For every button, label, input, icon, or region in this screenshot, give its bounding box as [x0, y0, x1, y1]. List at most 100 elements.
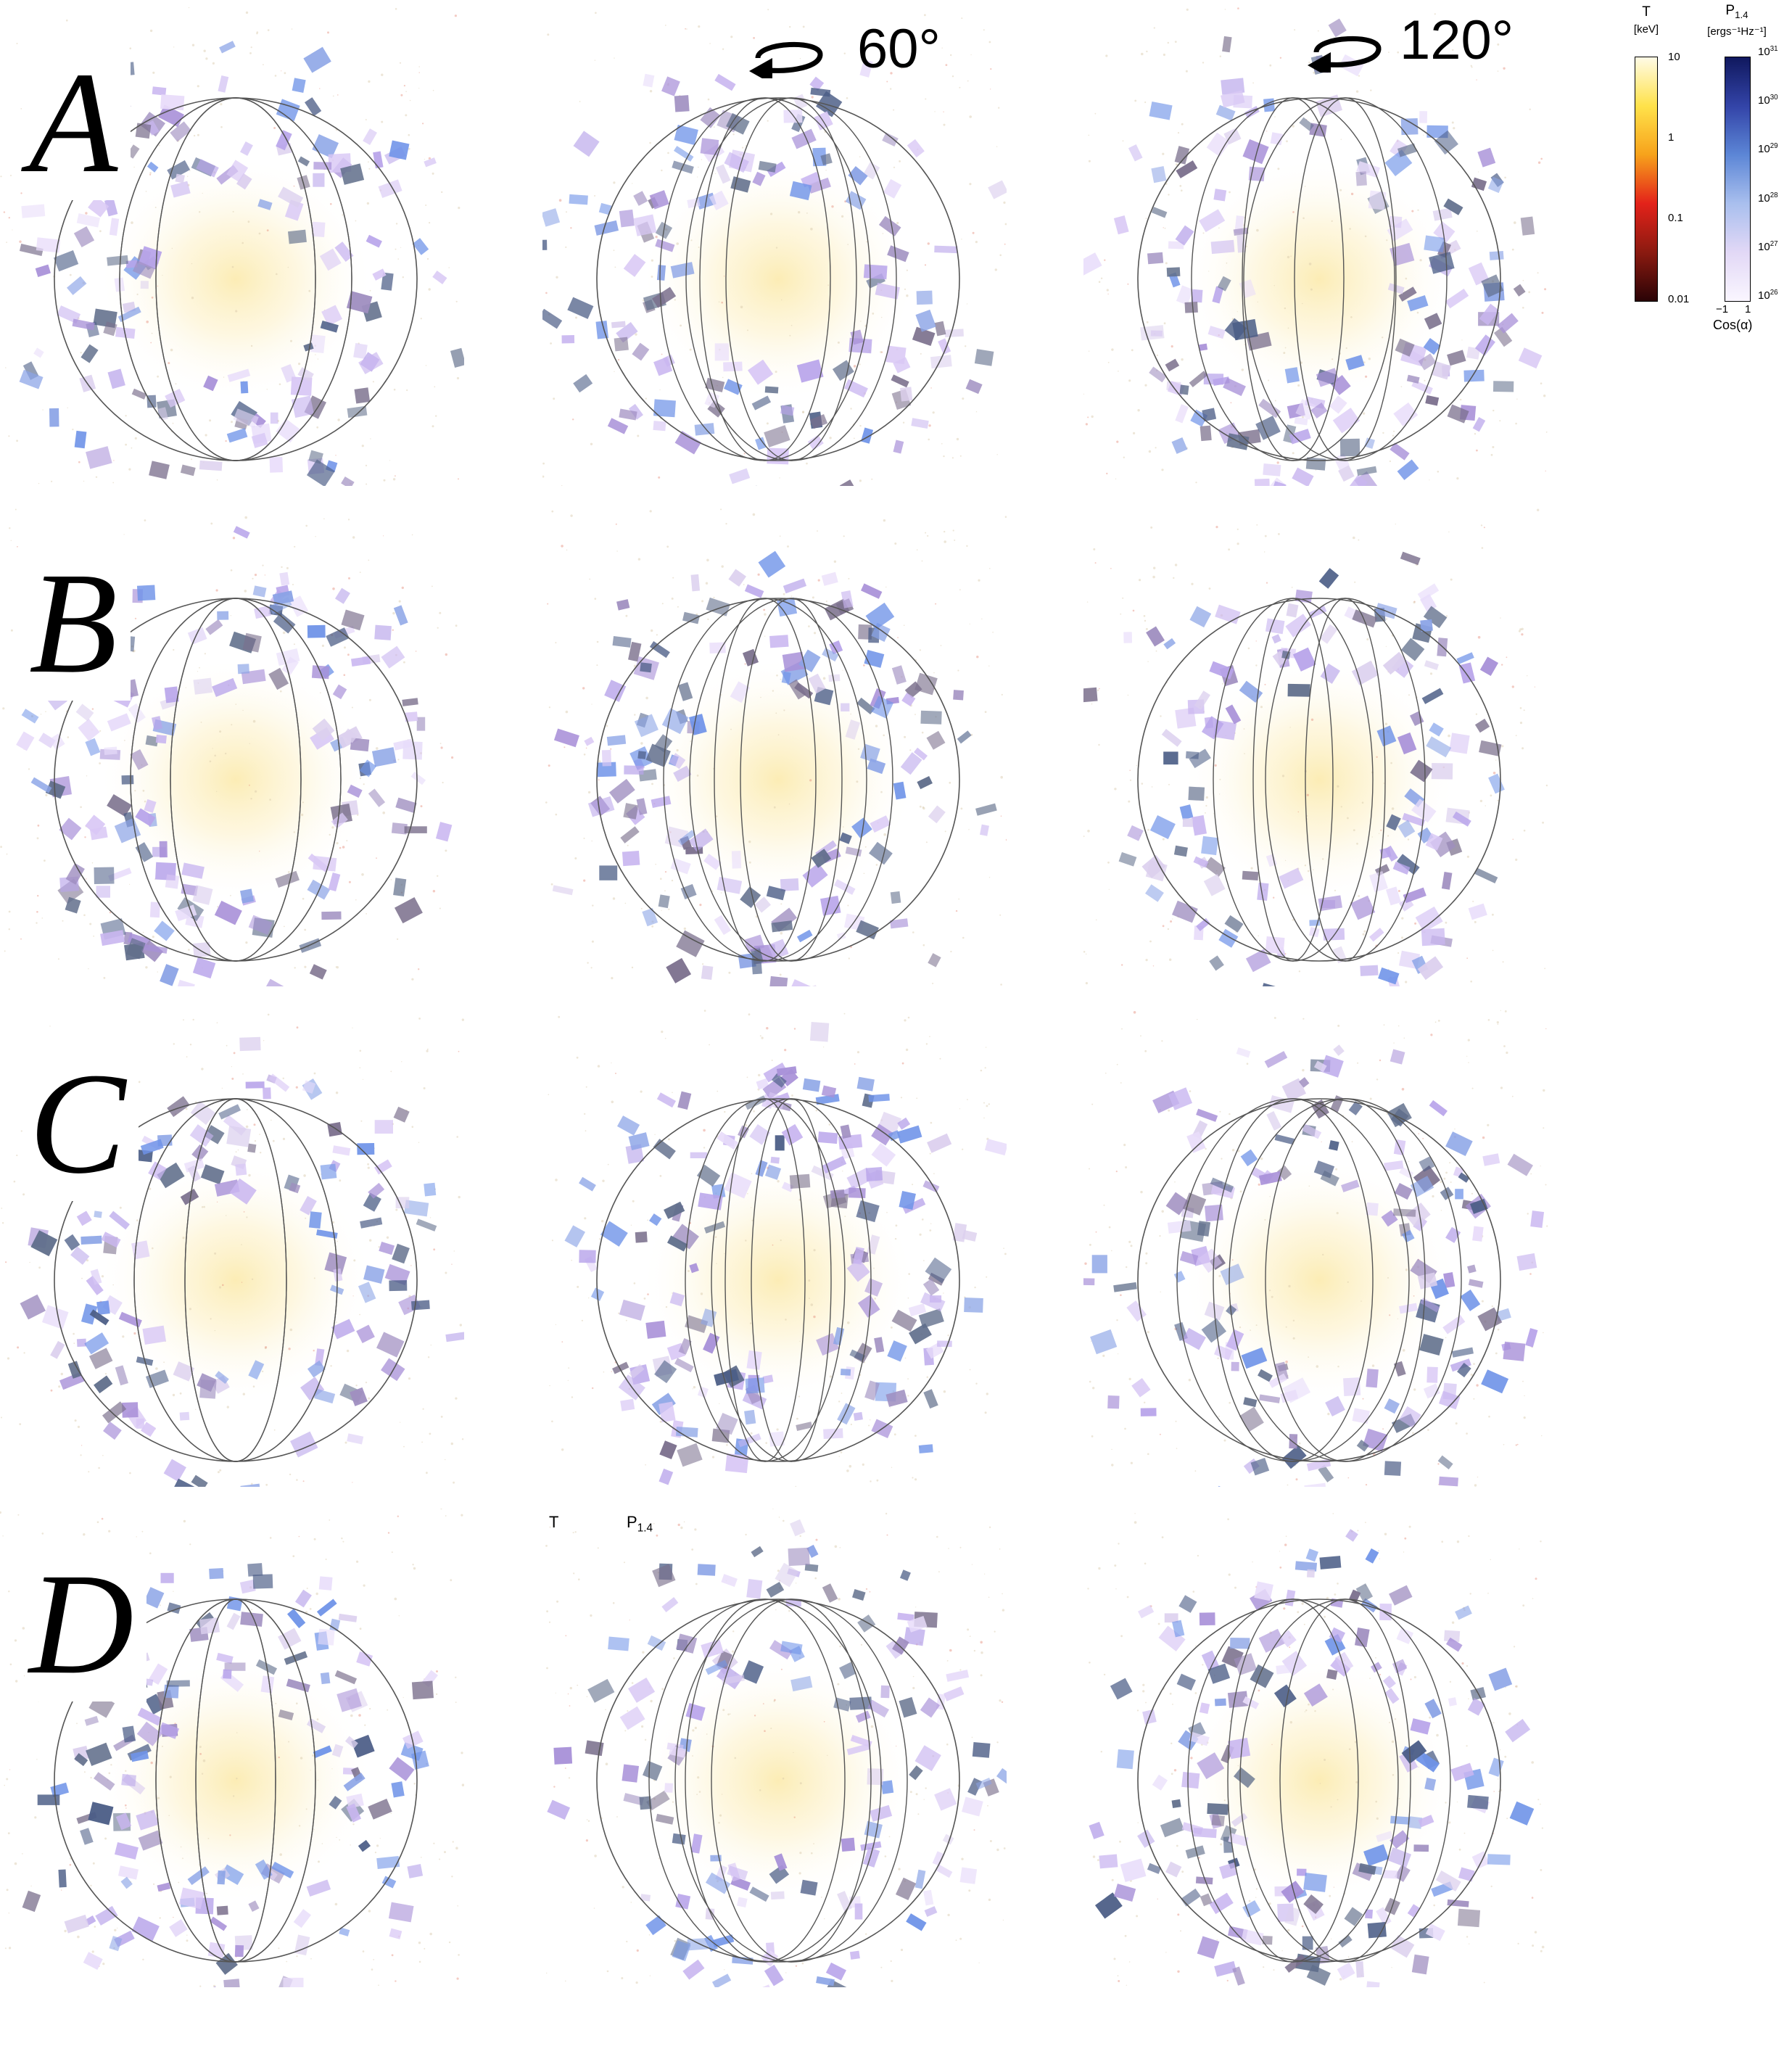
radio-emission-patch: [1382, 651, 1407, 675]
radio-emission-patch: [1207, 1803, 1229, 1815]
gas-particle: [1106, 289, 1109, 292]
gas-particle: [925, 1043, 928, 1045]
gas-particle: [799, 58, 801, 59]
gas-particle: [205, 1892, 208, 1894]
radio-emission-patch: [1172, 1620, 1185, 1638]
sphere-meridian: [1279, 1599, 1411, 1963]
gas-particle: [890, 1960, 892, 1963]
gas-particle: [22, 1853, 23, 1855]
radio-emission-patch: [1425, 1923, 1445, 1942]
radio-emission-patch: [669, 1292, 685, 1307]
radio-emission-patch: [1458, 1172, 1470, 1183]
gas-particle: [661, 353, 663, 355]
gas-particle: [451, 756, 454, 759]
gas-particle: [722, 376, 724, 379]
gas-particle: [1456, 477, 1459, 480]
gas-particle: [943, 1390, 946, 1393]
gas-particle: [1404, 1537, 1407, 1540]
radio-emission-patch: [145, 735, 159, 747]
gas-particle: [369, 1239, 372, 1242]
gas-particle: [912, 1675, 914, 1678]
gas-particle: [585, 1839, 588, 1842]
radio-emission-patch: [1269, 477, 1289, 486]
gas-particle: [265, 1346, 268, 1349]
radio-emission-patch: [869, 841, 893, 865]
radio-emission-patch: [1509, 1801, 1535, 1826]
radio-emission-patch: [314, 1388, 336, 1404]
gas-particle: [1334, 889, 1337, 891]
gas-particle: [1274, 116, 1276, 117]
radio-emission-patch: [870, 1804, 893, 1822]
gas-particle: [1091, 703, 1093, 705]
radio-emission-patch: [1355, 1960, 1364, 1978]
gas-particle: [548, 706, 550, 709]
gas-particle: [241, 1244, 242, 1245]
radio-emission-patch: [1397, 143, 1417, 157]
radio-emission-patch: [747, 359, 774, 385]
gas-particle: [584, 1217, 587, 1220]
gas-particle: [456, 1136, 458, 1138]
gas-particle: [254, 1140, 257, 1142]
gas-particle: [1324, 1759, 1326, 1761]
radio-emission-patch: [1284, 1954, 1306, 1973]
radio-emission-patch: [1406, 374, 1420, 384]
radio-emission-patch: [107, 713, 131, 732]
gas-particle: [824, 1918, 825, 1920]
gas-particle: [968, 1889, 971, 1892]
gas-particle: [919, 649, 921, 651]
gas-particle: [561, 1341, 563, 1342]
radio-emission-patch: [118, 1311, 142, 1328]
gas-particle: [112, 482, 115, 484]
gas-particle: [749, 1322, 752, 1324]
gas-particle: [725, 523, 727, 525]
gas-particle: [753, 37, 755, 39]
radio-emission-patch: [268, 597, 292, 614]
radio-emission-patch: [1387, 218, 1413, 242]
row-label-c: C: [25, 1052, 139, 1201]
gas-particle: [645, 1464, 646, 1466]
gas-particle: [996, 1848, 999, 1852]
gas-particle: [112, 1284, 114, 1286]
gas-particle: [563, 746, 566, 748]
gas-particle: [1273, 1017, 1276, 1019]
gas-particle: [1449, 1162, 1451, 1164]
gas-particle: [1511, 685, 1514, 688]
colorbar-p-bottom-tick: 1: [1745, 303, 1751, 315]
gas-particle: [252, 577, 254, 579]
radio-emission-patch: [146, 395, 157, 408]
gas-particle: [458, 1954, 460, 1956]
radio-emission-patch: [331, 812, 348, 829]
gas-particle: [19, 240, 22, 243]
gas-particle: [1284, 307, 1287, 310]
gas-particle: [1172, 1704, 1173, 1705]
gas-particle: [432, 172, 434, 175]
gas-particle: [1416, 52, 1418, 54]
gas-particle: [994, 268, 997, 271]
gas-particle: [959, 589, 961, 590]
radio-emission-patch: [1507, 1153, 1533, 1176]
radio-emission-patch: [1393, 1361, 1406, 1377]
gas-particle: [77, 1425, 80, 1428]
sphere-panel: [1083, 508, 1548, 986]
gas-particle: [1436, 1733, 1439, 1737]
radio-emission-patch: [341, 476, 355, 486]
radio-emission-patch: [311, 221, 326, 237]
radio-emission-patch: [107, 255, 129, 266]
radio-emission-patch: [573, 374, 593, 393]
sphere-rendering: [542, 9, 1007, 486]
radio-emission-patch: [1137, 1829, 1155, 1848]
radio-emission-patch: [1425, 833, 1443, 851]
row-label-a: A: [25, 51, 131, 200]
gas-particle: [1274, 400, 1276, 402]
radio-emission-patch: [1198, 1248, 1223, 1273]
gas-particle: [1089, 1662, 1091, 1664]
radio-emission-patch: [816, 91, 843, 117]
radio-emission-patch: [75, 704, 94, 722]
gas-particle: [857, 748, 860, 750]
gas-particle: [1147, 1331, 1149, 1334]
colorbar-p-title: P1.4: [1725, 3, 1748, 20]
gas-particle: [591, 940, 594, 943]
radio-emission-patch: [807, 434, 824, 450]
gas-particle: [205, 57, 208, 60]
gas-particle: [195, 1408, 197, 1410]
